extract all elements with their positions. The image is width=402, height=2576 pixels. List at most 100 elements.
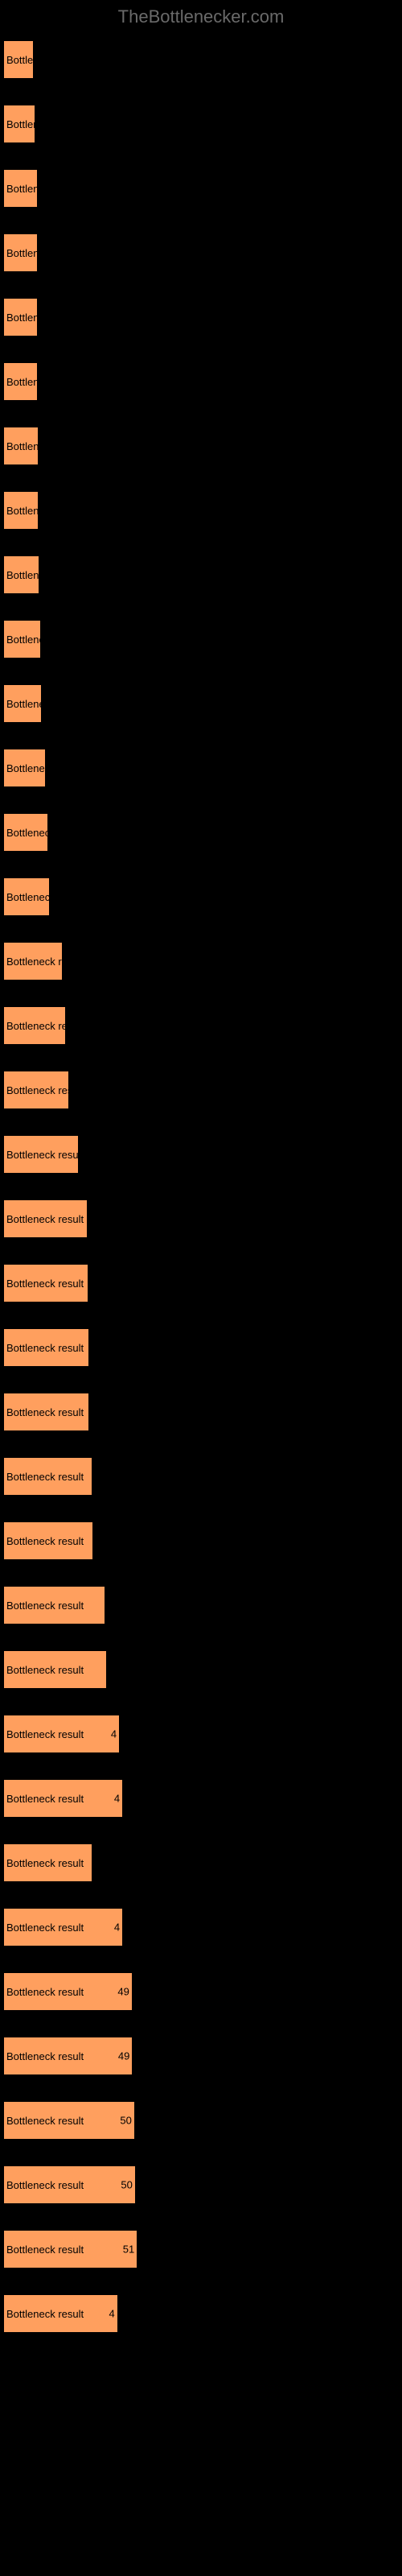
bar-value-label: 51 (123, 2244, 134, 2256)
bar-row: Bottleneck result (3, 1457, 399, 1496)
bar-chart: Bottlene Bottlene Bottlenec Bottlenec Bottle… (0, 40, 402, 2333)
bar-label: Bottleneck result (6, 1406, 84, 1418)
bar-label: Bottleneck result (6, 1084, 69, 1096)
bar-row: Bottlenec (3, 233, 399, 272)
bar: Bottleneck result (3, 1586, 105, 1624)
bar: Bottleneck result4 (3, 2294, 118, 2333)
bar-label: Bottleneck (6, 634, 41, 646)
bar: Bottleneck result 50 (3, 2165, 136, 2204)
bar: Bottleneck result 49 (3, 2037, 133, 2075)
bar: Bottlenec (3, 555, 39, 594)
bar: Bottleneck r (3, 813, 48, 852)
bar-label: Bottlenec (6, 440, 39, 452)
bar-row: Bottleneck result (3, 1586, 399, 1624)
bar: Bottleneck result (3, 1393, 89, 1431)
bar-row: Bottleneck result (3, 1393, 399, 1431)
bar-row: Bottleneck r (3, 813, 399, 852)
bar-row: Bottleneck result4 (3, 2294, 399, 2333)
bar-row: Bottleneck result (3, 1650, 399, 1689)
bar-label: Bottlene (6, 118, 35, 130)
bar-label: Bottleneck result (6, 2244, 84, 2256)
bar-row: Bottleneck result50 (3, 2101, 399, 2140)
bar-row: Bottleneck r (3, 877, 399, 916)
bar-row: Bottleneck result 4 (3, 1779, 399, 1818)
bar-label: Bottlenec (6, 569, 39, 581)
bar-label: Bottlenec (6, 376, 38, 388)
bar: Bottleneck result4 (3, 1715, 120, 1753)
bar-row: Bottleneck result (3, 1328, 399, 1367)
bar-row: Bottleneck (3, 684, 399, 723)
bar-value-label: 49 (118, 2050, 129, 2062)
bar: Bottleneck result (3, 1843, 92, 1882)
bar-row: Bottlene (3, 105, 399, 143)
bar-label: Bottleneck result (6, 1278, 84, 1290)
bar-label: Bottlene (6, 54, 34, 66)
bar-value-label: 4 (114, 1922, 120, 1934)
bar-row: Bottleneck result (3, 1199, 399, 1238)
bar: Bottleneck (3, 620, 41, 658)
bar-label: Bottleneck r (6, 891, 50, 903)
bar-label: Bottleneck result (6, 2308, 84, 2320)
bar-label: Bottlenec (6, 505, 39, 517)
bar: Bottleneck r (3, 877, 50, 916)
bar-label: Bottleneck r (6, 762, 46, 774)
bar-label: Bottleneck result (6, 2050, 84, 2062)
bar: Bottlenec (3, 233, 38, 272)
bar-label: Bottleneck (6, 698, 42, 710)
bar: Bottleneck result 49 (3, 1972, 133, 2011)
bar: Bottlenec (3, 298, 38, 336)
bar: Bottlenec (3, 362, 38, 401)
bar-label: Bottleneck result (6, 2179, 84, 2191)
bar: Bottlenec (3, 427, 39, 465)
bar: Bottleneck result (3, 1071, 69, 1109)
bar-label: Bottleneck result (6, 1471, 84, 1483)
bar-label: Bottleneck result (6, 1986, 84, 1998)
bar: Bottlene (3, 40, 34, 79)
bar-label: Bottleneck result (6, 1213, 84, 1225)
bar-row: Bottlenec (3, 362, 399, 401)
bar: Bottlenec (3, 169, 38, 208)
bar-row: Bottleneck result (3, 1521, 399, 1560)
bar: Bottleneck resul (3, 942, 63, 980)
bar-value-label: 50 (121, 2179, 132, 2191)
bar-row: Bottleneck result (3, 1006, 399, 1045)
bar: Bottlene (3, 105, 35, 143)
bar-row: Bottleneck result 51 (3, 2230, 399, 2268)
bar-label: Bottleneck r (6, 827, 48, 839)
bar-label: Bottleneck result (6, 1535, 84, 1547)
bar-row: Bottlenec (3, 491, 399, 530)
bar-row: Bottlene (3, 40, 399, 79)
bar-label: Bottlenec (6, 183, 38, 195)
bar: Bottleneck (3, 684, 42, 723)
bar-row: Bottleneck result (3, 1071, 399, 1109)
bar: Bottleneck result (3, 1457, 92, 1496)
bar-label: Bottleneck result (6, 1600, 84, 1612)
bar-row: Bottleneck result (3, 1843, 399, 1882)
bar: Bottlenec (3, 491, 39, 530)
bar-row: Bottleneck result4 (3, 1715, 399, 1753)
bar-row: Bottleneck result 4 (3, 1908, 399, 1946)
bar-row: Bottlenec (3, 555, 399, 594)
bar: Bottleneck r (3, 749, 46, 787)
bar-label: Bottleneck result (6, 1728, 84, 1740)
bar-label: Bottleneck result (6, 1857, 84, 1869)
bar-label: Bottleneck result (6, 1020, 66, 1032)
bar-row: Bottleneck r (3, 749, 399, 787)
bar-label: Bottleneck result (6, 1342, 84, 1354)
bar-value-label: 4 (114, 1793, 120, 1805)
page-header: TheBottlenecker.com (0, 0, 402, 40)
bar-row: Bottleneck result (3, 1135, 399, 1174)
bar-row: Bottlenec (3, 169, 399, 208)
bar: Bottleneck result (3, 1135, 79, 1174)
bar-label: Bottleneck resul (6, 956, 63, 968)
bar-label: Bottleneck result (6, 1149, 79, 1161)
bar-label: Bottleneck result (6, 1664, 84, 1676)
bar-row: Bottleneck (3, 620, 399, 658)
bar-label: Bottleneck result (6, 1793, 84, 1805)
bar-value-label: 49 (117, 1986, 129, 1998)
bar-label: Bottleneck result (6, 1922, 84, 1934)
bar: Bottleneck result (3, 1521, 93, 1560)
bar-row: Bottleneck result 49 (3, 1972, 399, 2011)
bar: Bottleneck result (3, 1199, 88, 1238)
bar-label: Bottlenec (6, 247, 38, 259)
